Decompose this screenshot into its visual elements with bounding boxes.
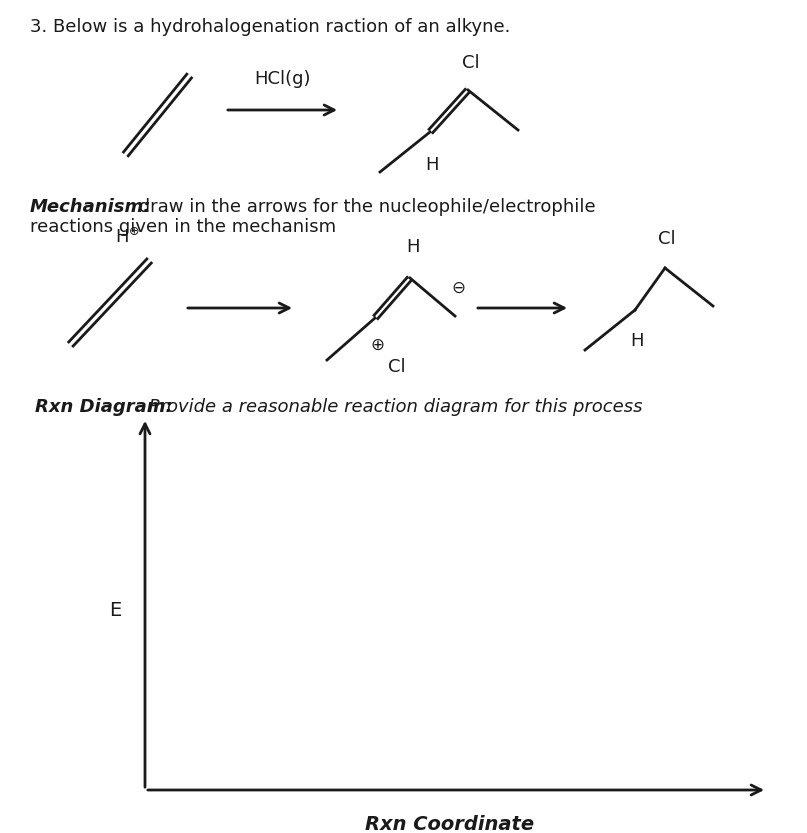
Text: HCl(g): HCl(g): [253, 70, 310, 88]
Text: 3. Below is a hydrohalogenation raction of an alkyne.: 3. Below is a hydrohalogenation raction …: [30, 18, 510, 36]
Text: H$^{\oplus}$: H$^{\oplus}$: [115, 227, 140, 247]
Text: H: H: [425, 156, 439, 174]
Text: draw in the arrows for the nucleophile/electrophile: draw in the arrows for the nucleophile/e…: [133, 198, 596, 216]
Text: reactions given in the mechanism: reactions given in the mechanism: [30, 218, 337, 236]
Text: Cl: Cl: [462, 54, 480, 72]
Text: Mechanism:: Mechanism:: [30, 198, 152, 216]
Text: Cl: Cl: [659, 230, 675, 248]
Text: Rxn Diagram:: Rxn Diagram:: [35, 398, 173, 416]
Text: Cl: Cl: [388, 358, 406, 376]
Text: ⊕: ⊕: [370, 336, 384, 354]
Text: H: H: [406, 238, 420, 256]
Text: H: H: [630, 332, 644, 350]
Text: Rxn Coordinate: Rxn Coordinate: [366, 815, 534, 833]
Text: E: E: [109, 601, 121, 620]
Text: Provide a reasonable reaction diagram for this process: Provide a reasonable reaction diagram fo…: [143, 398, 642, 416]
Text: ⊖: ⊖: [451, 279, 465, 297]
